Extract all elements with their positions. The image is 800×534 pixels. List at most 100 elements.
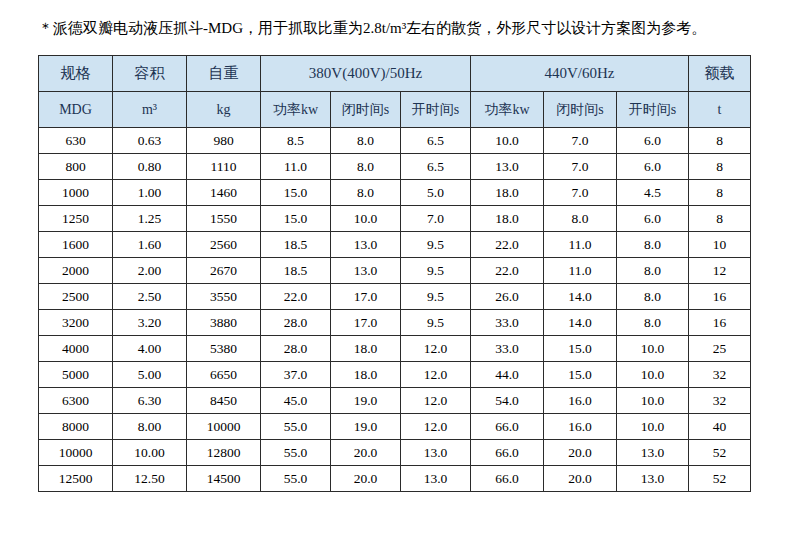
- cell-close-60hz: 8.0: [544, 206, 617, 232]
- col-header-open-time-50hz: 开时间s: [401, 92, 471, 128]
- cell-power-50hz: 15.0: [261, 206, 331, 232]
- cell-close-60hz: 16.0: [544, 414, 617, 440]
- cell-open-60hz: 10.0: [617, 414, 689, 440]
- cell-open-60hz: 13.0: [617, 440, 689, 466]
- header-row-labels: 规格 容积 自重 380V(400V)/50Hz 440V/60Hz 额载: [39, 56, 751, 92]
- cell-open-50hz: 13.0: [401, 466, 471, 492]
- col-header-rated-load: 额载: [689, 56, 751, 92]
- cell-capacity: 2.00: [113, 258, 187, 284]
- cell-close-50hz: 19.0: [331, 388, 401, 414]
- cell-weight: 1460: [187, 180, 261, 206]
- cell-close-60hz: 11.0: [544, 258, 617, 284]
- cell-capacity: 0.80: [113, 154, 187, 180]
- cell-rated-load: 52: [689, 466, 751, 492]
- cell-close-50hz: 20.0: [331, 440, 401, 466]
- cell-spec: 800: [39, 154, 113, 180]
- cell-open-50hz: 5.0: [401, 180, 471, 206]
- cell-open-60hz: 6.0: [617, 206, 689, 232]
- cell-close-50hz: 13.0: [331, 232, 401, 258]
- cell-power-60hz: 44.0: [471, 362, 544, 388]
- cell-power-50hz: 22.0: [261, 284, 331, 310]
- cell-power-50hz: 18.5: [261, 258, 331, 284]
- cell-close-50hz: 8.0: [331, 154, 401, 180]
- unit-weight-kg: kg: [187, 92, 261, 128]
- cell-close-50hz: 19.0: [331, 414, 401, 440]
- table-row: 8000 8.00 10000 55.0 19.0 12.0 66.0 16.0…: [39, 414, 751, 440]
- table-row: 5000 5.00 6650 37.0 18.0 12.0 44.0 15.0 …: [39, 362, 751, 388]
- cell-spec: 12500: [39, 466, 113, 492]
- cell-weight: 2560: [187, 232, 261, 258]
- cell-capacity: 6.30: [113, 388, 187, 414]
- cell-spec: 2500: [39, 284, 113, 310]
- cell-power-60hz: 13.0: [471, 154, 544, 180]
- cell-weight: 980: [187, 128, 261, 154]
- cell-capacity: 8.00: [113, 414, 187, 440]
- cell-capacity: 10.00: [113, 440, 187, 466]
- cell-power-60hz: 18.0: [471, 206, 544, 232]
- col-header-power-50hz: 功率kw: [261, 92, 331, 128]
- cell-weight: 5380: [187, 336, 261, 362]
- cell-weight: 1110: [187, 154, 261, 180]
- table-row: 6300 6.30 8450 45.0 19.0 12.0 54.0 16.0 …: [39, 388, 751, 414]
- cell-power-50hz: 55.0: [261, 466, 331, 492]
- cell-spec: 3200: [39, 310, 113, 336]
- cell-close-50hz: 18.0: [331, 336, 401, 362]
- cell-close-50hz: 18.0: [331, 362, 401, 388]
- table-row: 2500 2.50 3550 22.0 17.0 9.5 26.0 14.0 8…: [39, 284, 751, 310]
- cell-power-50hz: 28.0: [261, 336, 331, 362]
- cell-capacity: 5.00: [113, 362, 187, 388]
- cell-spec: 6300: [39, 388, 113, 414]
- cell-power-50hz: 55.0: [261, 440, 331, 466]
- cell-power-50hz: 45.0: [261, 388, 331, 414]
- cell-rated-load: 16: [689, 284, 751, 310]
- cell-open-50hz: 12.0: [401, 388, 471, 414]
- cell-spec: 630: [39, 128, 113, 154]
- table-row: 1600 1.60 2560 18.5 13.0 9.5 22.0 11.0 8…: [39, 232, 751, 258]
- cell-open-60hz: 8.0: [617, 232, 689, 258]
- col-header-spec: 规格: [39, 56, 113, 92]
- cell-power-60hz: 22.0: [471, 232, 544, 258]
- cell-capacity: 0.63: [113, 128, 187, 154]
- col-header-close-time-50hz: 闭时间s: [331, 92, 401, 128]
- cell-open-60hz: 8.0: [617, 258, 689, 284]
- cell-close-60hz: 20.0: [544, 440, 617, 466]
- cell-power-60hz: 18.0: [471, 180, 544, 206]
- cell-rated-load: 16: [689, 310, 751, 336]
- cell-open-50hz: 12.0: [401, 362, 471, 388]
- cell-spec: 1250: [39, 206, 113, 232]
- cell-capacity: 1.00: [113, 180, 187, 206]
- cell-power-60hz: 54.0: [471, 388, 544, 414]
- cell-power-60hz: 33.0: [471, 310, 544, 336]
- cell-weight: 12800: [187, 440, 261, 466]
- cell-open-50hz: 9.5: [401, 258, 471, 284]
- cell-rated-load: 32: [689, 388, 751, 414]
- cell-spec: 2000: [39, 258, 113, 284]
- cell-weight: 8450: [187, 388, 261, 414]
- cell-power-60hz: 66.0: [471, 440, 544, 466]
- cell-weight: 3880: [187, 310, 261, 336]
- cell-open-50hz: 9.5: [401, 310, 471, 336]
- cell-open-60hz: 13.0: [617, 466, 689, 492]
- cell-open-60hz: 4.5: [617, 180, 689, 206]
- cell-spec: 4000: [39, 336, 113, 362]
- cell-capacity: 12.50: [113, 466, 187, 492]
- cell-power-60hz: 22.0: [471, 258, 544, 284]
- table-header: 规格 容积 自重 380V(400V)/50Hz 440V/60Hz 额载 MD…: [39, 56, 751, 128]
- cell-weight: 10000: [187, 414, 261, 440]
- cell-close-50hz: 17.0: [331, 284, 401, 310]
- table-row: 2000 2.00 2670 18.5 13.0 9.5 22.0 11.0 8…: [39, 258, 751, 284]
- cell-open-60hz: 10.0: [617, 336, 689, 362]
- cell-open-60hz: 6.0: [617, 154, 689, 180]
- cell-open-60hz: 10.0: [617, 362, 689, 388]
- table-note: ＊派德双瓣电动液压抓斗-MDG，用于抓取比重为2.8t/m³左右的散货，外形尺寸…: [38, 18, 778, 38]
- cell-rated-load: 40: [689, 414, 751, 440]
- cell-close-60hz: 14.0: [544, 310, 617, 336]
- cell-spec: 10000: [39, 440, 113, 466]
- cell-weight: 3550: [187, 284, 261, 310]
- cell-open-50hz: 7.0: [401, 206, 471, 232]
- cell-spec: 1000: [39, 180, 113, 206]
- col-group-440v-60hz: 440V/60Hz: [471, 56, 689, 92]
- cell-open-50hz: 13.0: [401, 440, 471, 466]
- table-body: 630 0.63 980 8.5 8.0 6.5 10.0 7.0 6.0 8 …: [39, 128, 751, 492]
- cell-power-60hz: 26.0: [471, 284, 544, 310]
